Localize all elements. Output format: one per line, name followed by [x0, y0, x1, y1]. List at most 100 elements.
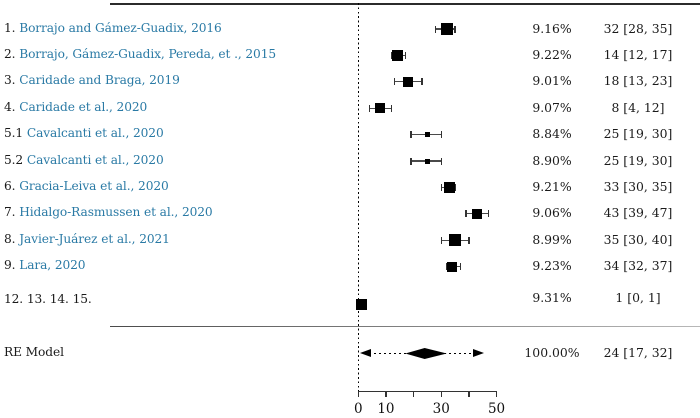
estimate-ci-value: 34 [32, 37] — [603, 258, 673, 274]
study-number: 6. — [4, 178, 16, 193]
ci-cap-left — [435, 25, 437, 33]
study-label: 6. Gracia-Leiva et al., 2020 — [4, 179, 169, 193]
estimate-ci-value: 32 [28, 35] — [603, 20, 673, 36]
point-estimate-marker — [449, 234, 462, 247]
top-rule — [110, 3, 700, 5]
estimate-ci-value: 8 [4, 12] — [611, 99, 665, 115]
ci-cap-right — [454, 183, 456, 191]
estimate-ci-value: 14 [12, 17] — [603, 46, 673, 62]
weight-value: 8.90% — [532, 152, 572, 168]
point-estimate-marker — [355, 298, 367, 310]
ci-cap-right — [459, 263, 462, 271]
study-name: Caridade and Braga, 2019 — [19, 73, 180, 88]
x-axis-tick — [385, 391, 387, 398]
point-estimate-marker — [444, 181, 456, 193]
ci-cap-right — [440, 157, 442, 165]
point-estimate-marker — [424, 158, 430, 164]
ci-cap-left — [465, 210, 467, 218]
study-label: 9. Lara, 2020 — [4, 258, 86, 273]
study-name: Borrajo, Gámez-Guadix, Pereda, et ., 201… — [19, 46, 277, 61]
ci-cap-right — [440, 131, 442, 139]
estimate-ci-value: 25 [19, 30] — [603, 126, 673, 142]
study-name: Javier-Juárez et al., 2021 — [19, 231, 170, 246]
estimate-ci-value: 18 [13, 23] — [603, 73, 673, 89]
study-name: Hidalgo-Rasmussen et al., 2020 — [19, 205, 213, 220]
study-name: Caridade et al., 2020 — [19, 99, 148, 114]
study-name: Cavalcanti et al., 2020 — [26, 126, 164, 141]
ci-cap-left — [446, 263, 448, 271]
study-number: 5.2 — [4, 152, 24, 167]
study-number: 8. — [4, 231, 16, 246]
study-label: 1. Borrajo and Gámez-Guadix, 2016 — [4, 21, 222, 35]
point-estimate-marker — [447, 261, 458, 272]
weight-value: 9.21% — [532, 178, 572, 194]
study-name: Gracia-Leiva et al., 2020 — [19, 178, 169, 193]
prediction-interval-left-arrow — [359, 349, 371, 357]
study-label: 7. Hidalgo-Rasmussen et al., 2020 — [4, 205, 213, 219]
weight-value: 9.16% — [532, 20, 572, 36]
x-axis-tick-label: 0 — [354, 400, 363, 417]
summary-weight-value: 100.00% — [524, 345, 580, 360]
summary-separator-rule — [110, 326, 700, 328]
study-label: 4. Caridade et al., 2020 — [4, 100, 147, 114]
estimate-ci-value: 1 [0, 1] — [615, 289, 661, 305]
study-number: 3. — [4, 73, 16, 88]
x-axis-tick — [357, 391, 359, 398]
ci-cap-left — [368, 104, 371, 112]
study-number: 12. 13. 14. 15. — [4, 291, 92, 306]
study-label: 5.2 Cavalcanti et al., 2020 — [4, 153, 164, 167]
weight-value: 9.06% — [532, 205, 572, 221]
ci-cap-left — [393, 78, 395, 86]
ci-cap-right — [404, 51, 406, 59]
study-number: 5.1 — [4, 126, 24, 141]
ci-cap-right — [468, 236, 470, 244]
study-name: Borrajo and Gámez-Guadix, 2016 — [19, 20, 222, 35]
point-estimate-marker — [403, 76, 414, 87]
point-estimate-marker — [472, 208, 483, 219]
weight-value: 9.01% — [532, 73, 572, 89]
weight-value: 9.31% — [532, 289, 572, 305]
prediction-interval-right-arrow — [473, 349, 485, 357]
weight-value: 8.84% — [532, 126, 572, 142]
x-axis-tick-label: 10 — [377, 400, 395, 417]
study-label: 12. 13. 14. 15. — [4, 292, 92, 306]
point-estimate-marker — [375, 103, 386, 114]
x-axis-tick — [468, 391, 470, 398]
ci-cap-left — [390, 51, 393, 59]
study-name: Lara, 2020 — [19, 258, 86, 273]
study-label: 2. Borrajo, Gámez-Guadix, Pereda, et ., … — [4, 47, 276, 61]
study-number: 9. — [4, 258, 16, 273]
point-estimate-marker — [440, 23, 453, 35]
study-number: 1. — [4, 20, 16, 35]
x-axis-tick — [412, 391, 415, 398]
x-axis-tick-label: 30 — [432, 400, 450, 417]
ci-cap-left — [410, 131, 412, 139]
x-axis-tick — [440, 391, 442, 398]
ci-cap-left — [440, 183, 442, 191]
point-estimate-marker — [391, 49, 403, 61]
weight-value: 9.22% — [532, 46, 572, 62]
ci-cap-left — [440, 236, 442, 244]
study-number: 2. — [4, 46, 16, 61]
study-label: 3. Caridade and Braga, 2019 — [4, 73, 180, 87]
ci-cap-right — [454, 25, 456, 33]
weight-value: 8.99% — [532, 231, 572, 247]
summary-estimate-ci-value: 24 [17, 32] — [603, 345, 673, 360]
estimate-ci-value: 35 [30, 40] — [603, 231, 673, 247]
summary-label: RE Model — [4, 345, 64, 359]
estimate-ci-value: 25 [19, 30] — [603, 152, 673, 168]
ci-cap-right — [390, 104, 393, 112]
study-number: 4. — [4, 99, 16, 114]
study-name: Cavalcanti et al., 2020 — [26, 152, 164, 167]
estimate-ci-value: 33 [30, 35] — [603, 178, 673, 194]
point-estimate-marker — [424, 132, 430, 138]
weight-value: 9.23% — [532, 258, 572, 274]
ci-cap-left — [410, 157, 412, 165]
ci-cap-right — [487, 210, 489, 218]
summary-diamond — [405, 348, 447, 359]
zero-reference-line — [357, 3, 360, 391]
estimate-ci-value: 43 [39, 47] — [603, 205, 673, 221]
